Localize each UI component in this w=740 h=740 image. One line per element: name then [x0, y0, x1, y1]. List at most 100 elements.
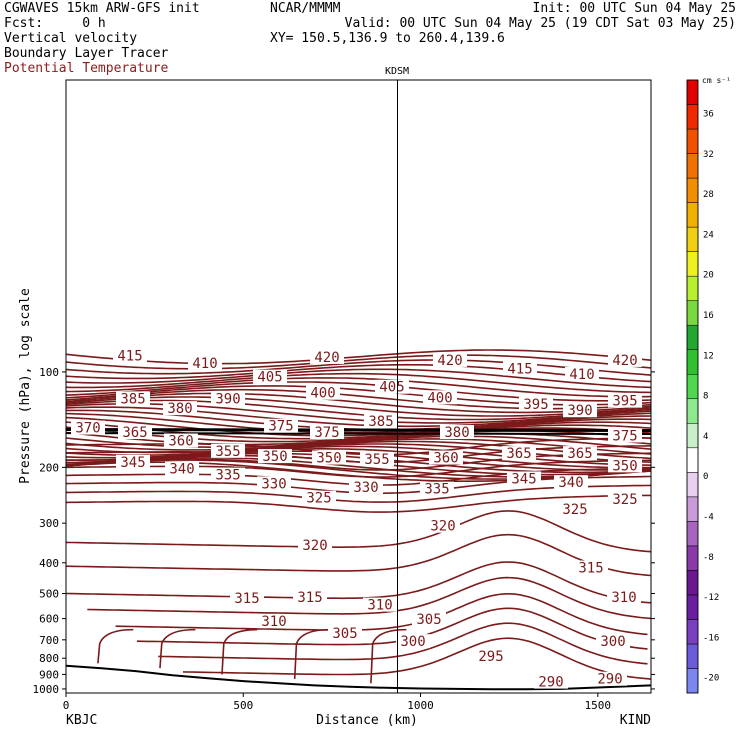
theta-label: 355 [364, 452, 389, 468]
y-axis-label: Pressure (hPa), log scale [18, 288, 33, 484]
theta-line [65, 359, 652, 376]
theta-label: 390 [215, 391, 240, 407]
theta-label-bg [608, 428, 642, 443]
theta-label-bg [312, 450, 346, 465]
theta-label: 340 [169, 462, 194, 478]
x-tick-label: 1000 [407, 699, 434, 712]
theta-line [115, 592, 648, 636]
theta-line [65, 426, 652, 443]
theta-labels: 415 410 420 405 420 415 410 420 385 380 390 400 405 4… [71, 348, 642, 691]
model-title: CGWAVES 15km ARW-GFS init [4, 1, 200, 16]
y-tick-label: 1000 [33, 683, 60, 696]
theta-label: 360 [168, 434, 193, 450]
tracer-band [65, 432, 652, 436]
colorbar-swatch [686, 251, 699, 277]
theta-line [65, 354, 652, 370]
colorbar-swatch [686, 275, 699, 301]
colorbar-swatch [686, 668, 699, 694]
theta-label: 310 [367, 598, 392, 614]
theta-label-bg [165, 461, 199, 476]
colorbar-label: 32 [703, 150, 714, 160]
x-tick-label: 1500 [585, 699, 612, 712]
theta-label: 365 [122, 425, 147, 441]
colorbar-swatch [686, 153, 699, 179]
theta-label: 365 [506, 446, 531, 462]
colorbar-label: 28 [703, 190, 714, 200]
y-tick-label: 600 [39, 613, 59, 626]
theta-label-bg [396, 634, 430, 649]
field-vertical-velocity: Vertical velocity [4, 31, 137, 46]
colorbar-swatch [686, 447, 699, 473]
header-center: NCAR/MMMM [270, 1, 341, 16]
y-tick-label: 100 [39, 366, 59, 379]
bl-tracer-band [65, 428, 652, 436]
theta-label: 320 [430, 519, 455, 535]
theta-label-bg [257, 476, 291, 491]
theta-label-bg [440, 425, 474, 440]
y-tick-label: 200 [39, 461, 59, 474]
theta-label-bg [554, 475, 588, 490]
x-axis-label: Distance (km) [316, 713, 418, 728]
colorbar-swatch [686, 594, 699, 620]
theta-label-bg [563, 446, 597, 461]
theta-label: 295 [478, 649, 503, 665]
theta-label-bg [593, 671, 627, 686]
theta-line [182, 637, 652, 680]
theta-label: 390 [567, 403, 592, 419]
plot-area: 415 410 420 405 420 415 410 420 385 380 390 400 405 4… [65, 79, 652, 694]
theta-label: 325 [612, 492, 637, 508]
theta-label: 360 [433, 451, 458, 467]
forecast-hour: Fcst: 0 h [4, 16, 106, 31]
theta-line [65, 368, 652, 389]
colorbar-label: -4 [703, 513, 714, 523]
init-time: Init: 00 UTC Sun 04 May 25 [533, 1, 737, 16]
theta-label-bg [429, 450, 463, 465]
theta-line [65, 372, 652, 394]
colorbar: cm s⁻¹ -20 -16 -12 -8 -4 0 4 8 12 16 20 24 28 32 36 [686, 76, 731, 694]
colorbar-swatch [686, 643, 699, 669]
xy-endpoints: XY= 150.5,136.9 to 260.4,139.6 [270, 31, 505, 46]
theta-label: 290 [538, 675, 563, 691]
theta-line [65, 533, 652, 577]
theta-label: 335 [215, 468, 240, 484]
theta-label-bg [423, 390, 457, 405]
theta-label: 365 [567, 446, 592, 462]
theta-label-bg [574, 560, 608, 575]
theta-label-bg [565, 366, 599, 381]
theta-label: 420 [437, 353, 462, 369]
theta-label: 405 [257, 370, 282, 386]
theta-line [221, 628, 258, 675]
colorbar-label: 8 [703, 392, 708, 402]
theta-label-bg [253, 369, 287, 384]
theta-label-bg [519, 396, 553, 411]
theta-label-bg [363, 597, 397, 612]
theta-contours [65, 349, 652, 684]
theta-label: 385 [120, 391, 145, 407]
theta-label-bg [608, 491, 642, 506]
theta-line [66, 445, 652, 464]
theta-line [66, 459, 652, 478]
x-start-station: KBJC [66, 713, 97, 728]
theta-label-bg [596, 634, 630, 649]
theta-line [136, 607, 648, 650]
theta-label-bg [608, 352, 642, 367]
colorbar-frame [686, 79, 699, 694]
theta-label-bg [113, 348, 147, 363]
theta-label: 415 [117, 348, 142, 364]
colorbar-swatch [686, 423, 699, 449]
theta-line [65, 385, 652, 406]
theta-label-bg [607, 589, 641, 604]
y-tick-label: 400 [39, 557, 59, 570]
colorbar-swatch [686, 300, 699, 326]
theta-label-bg [608, 458, 642, 473]
colorbar-swatch [686, 398, 699, 424]
site-label: KDSM [385, 66, 409, 77]
theta-label: 375 [314, 425, 339, 441]
theta-label-bg [433, 352, 467, 367]
valid-time: Valid: 00 UTC Sun 04 May 25 (19 CDT Sat … [345, 16, 736, 31]
theta-label-bg [264, 418, 298, 433]
theta-label-bg [298, 538, 332, 553]
theta-label: 415 [507, 362, 532, 378]
colorbar-swatch [686, 177, 699, 203]
theta-label: 410 [192, 356, 217, 372]
